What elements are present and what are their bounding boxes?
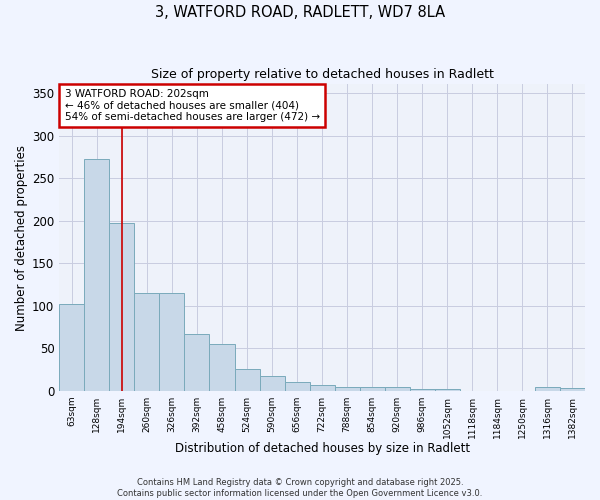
Text: 3 WATFORD ROAD: 202sqm
← 46% of detached houses are smaller (404)
54% of semi-de: 3 WATFORD ROAD: 202sqm ← 46% of detached… [65, 89, 320, 122]
Bar [109, 223, 134, 391]
Bar [284, 382, 310, 391]
Bar [435, 389, 460, 391]
Bar [560, 388, 585, 391]
Bar [184, 334, 209, 391]
Bar [260, 376, 284, 391]
Bar [385, 386, 410, 391]
Bar [134, 293, 160, 391]
Text: Contains HM Land Registry data © Crown copyright and database right 2025.
Contai: Contains HM Land Registry data © Crown c… [118, 478, 482, 498]
Bar [160, 293, 184, 391]
Bar [359, 388, 385, 391]
Title: Size of property relative to detached houses in Radlett: Size of property relative to detached ho… [151, 68, 494, 80]
Bar [535, 388, 560, 391]
Bar [85, 160, 109, 391]
Bar [235, 368, 260, 391]
Bar [59, 304, 85, 391]
Bar [310, 385, 335, 391]
Bar [410, 389, 435, 391]
X-axis label: Distribution of detached houses by size in Radlett: Distribution of detached houses by size … [175, 442, 470, 455]
Bar [209, 344, 235, 391]
Text: 3, WATFORD ROAD, RADLETT, WD7 8LA: 3, WATFORD ROAD, RADLETT, WD7 8LA [155, 5, 445, 20]
Y-axis label: Number of detached properties: Number of detached properties [15, 144, 28, 330]
Bar [335, 388, 359, 391]
